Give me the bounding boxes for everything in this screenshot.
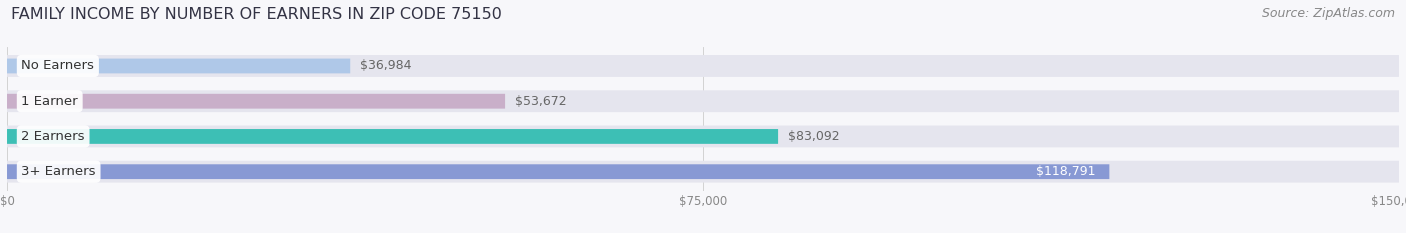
Text: $53,672: $53,672 — [515, 95, 567, 108]
Text: $83,092: $83,092 — [787, 130, 839, 143]
Text: Source: ZipAtlas.com: Source: ZipAtlas.com — [1261, 7, 1395, 20]
FancyBboxPatch shape — [7, 164, 1109, 179]
Text: 3+ Earners: 3+ Earners — [21, 165, 96, 178]
FancyBboxPatch shape — [7, 58, 350, 73]
Text: $118,791: $118,791 — [1036, 165, 1095, 178]
FancyBboxPatch shape — [7, 161, 1399, 183]
FancyBboxPatch shape — [7, 55, 1399, 77]
FancyBboxPatch shape — [7, 94, 505, 109]
Text: 2 Earners: 2 Earners — [21, 130, 84, 143]
Text: No Earners: No Earners — [21, 59, 94, 72]
FancyBboxPatch shape — [7, 90, 1399, 112]
FancyBboxPatch shape — [7, 129, 778, 144]
Text: $36,984: $36,984 — [360, 59, 412, 72]
Text: 1 Earner: 1 Earner — [21, 95, 79, 108]
Text: FAMILY INCOME BY NUMBER OF EARNERS IN ZIP CODE 75150: FAMILY INCOME BY NUMBER OF EARNERS IN ZI… — [11, 7, 502, 22]
FancyBboxPatch shape — [7, 126, 1399, 147]
